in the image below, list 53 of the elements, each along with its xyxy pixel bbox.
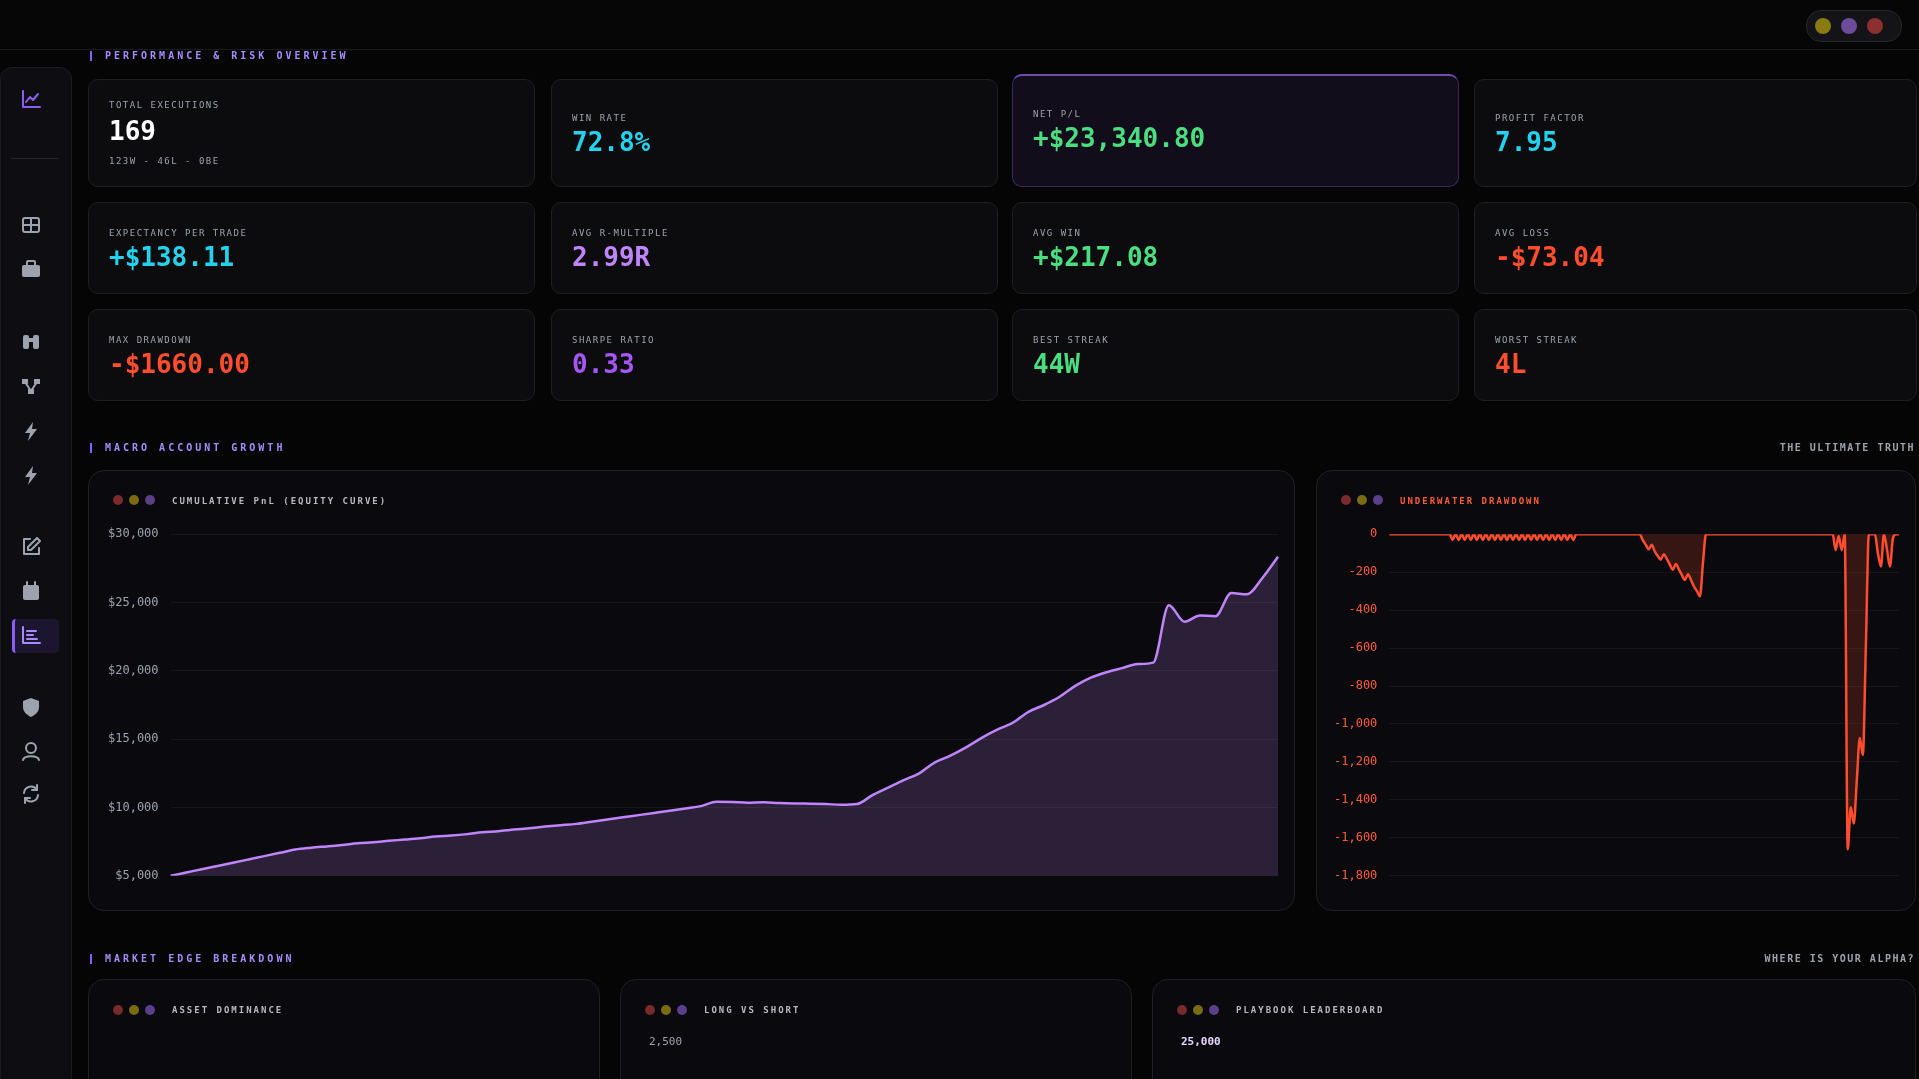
y-tick-label: $10,000 xyxy=(107,799,159,814)
category-label: EXPECTANCY PER TRADE xyxy=(109,228,248,238)
chart-title: CUMULATIVE PnL (EQUITY CURVE) xyxy=(172,496,388,506)
text: 72.8% xyxy=(572,127,651,157)
text: 7.95 xyxy=(1495,127,1558,157)
y-tick-label: -1,600 xyxy=(1333,829,1378,844)
category-label: PLAYBOOK LEADERBOARD xyxy=(1236,1005,1385,1015)
text: -$73.04 xyxy=(1495,242,1605,272)
category-label: WIN RATE xyxy=(572,113,628,123)
y-tick-label: $30,000 xyxy=(107,526,159,541)
y-tick-label: -200 xyxy=(1348,564,1378,579)
chart-title: UNDERWATER DRAWDOWN xyxy=(1400,496,1541,506)
text: MARKET EDGE BREAKDOWN xyxy=(105,953,295,964)
y-tick-label: $15,000 xyxy=(107,731,159,746)
y-tick-label: -1,200 xyxy=(1333,754,1378,769)
category-label: AVG LOSS xyxy=(1495,228,1551,238)
text: 123W - 46L - 0BE xyxy=(109,156,220,166)
category-label: ASSET DOMINANCE xyxy=(172,1005,284,1015)
y-tick-label: -600 xyxy=(1348,640,1378,655)
text: 169 xyxy=(109,116,156,146)
category-label: PROFIT FACTOR xyxy=(1495,113,1585,123)
text: -$1660.00 xyxy=(109,349,250,379)
y-tick-label: -400 xyxy=(1348,602,1378,617)
y-tick-label: -1,800 xyxy=(1333,867,1378,882)
y-tick-label: -800 xyxy=(1348,678,1378,693)
y-tick-label: $5,000 xyxy=(115,867,159,882)
y-tick-label: 0 xyxy=(1370,526,1378,541)
text: 44W xyxy=(1033,349,1080,379)
y-tick-label: -1,000 xyxy=(1333,716,1378,731)
text: +$23,340.80 xyxy=(1033,123,1206,153)
text: 0.33 xyxy=(572,349,635,379)
category-label: AVG R-MULTIPLE xyxy=(572,228,669,238)
category-label: NET P/L xyxy=(1033,109,1082,119)
text: WHERE IS YOUR ALPHA? xyxy=(1764,953,1915,964)
category-label: WORST STREAK xyxy=(1495,335,1579,345)
text: 2.99R xyxy=(572,242,651,272)
text: 25,000 xyxy=(1181,1035,1221,1048)
text: 2,500 xyxy=(649,1035,683,1048)
text: 4L xyxy=(1495,349,1527,379)
text: THE ULTIMATE TRUTH xyxy=(1779,442,1915,453)
text: MACRO ACCOUNT GROWTH xyxy=(105,442,286,453)
category-label: AVG WIN xyxy=(1033,228,1082,238)
category-label: MAX DRAWDOWN xyxy=(109,335,193,345)
category-label: BEST STREAK xyxy=(1033,335,1110,345)
category-label: TOTAL EXECUTIONS xyxy=(109,100,220,110)
text: +$217.08 xyxy=(1033,242,1159,272)
y-tick-label: $20,000 xyxy=(107,662,159,677)
y-tick-label: -1,400 xyxy=(1333,792,1378,807)
category-label: LONG VS SHORT xyxy=(704,1005,801,1015)
category-label: SHARPE RATIO xyxy=(572,335,656,345)
text: PERFORMANCE & RISK OVERVIEW xyxy=(105,50,349,61)
y-tick-label: $25,000 xyxy=(107,594,159,609)
text: +$138.11 xyxy=(109,242,235,272)
